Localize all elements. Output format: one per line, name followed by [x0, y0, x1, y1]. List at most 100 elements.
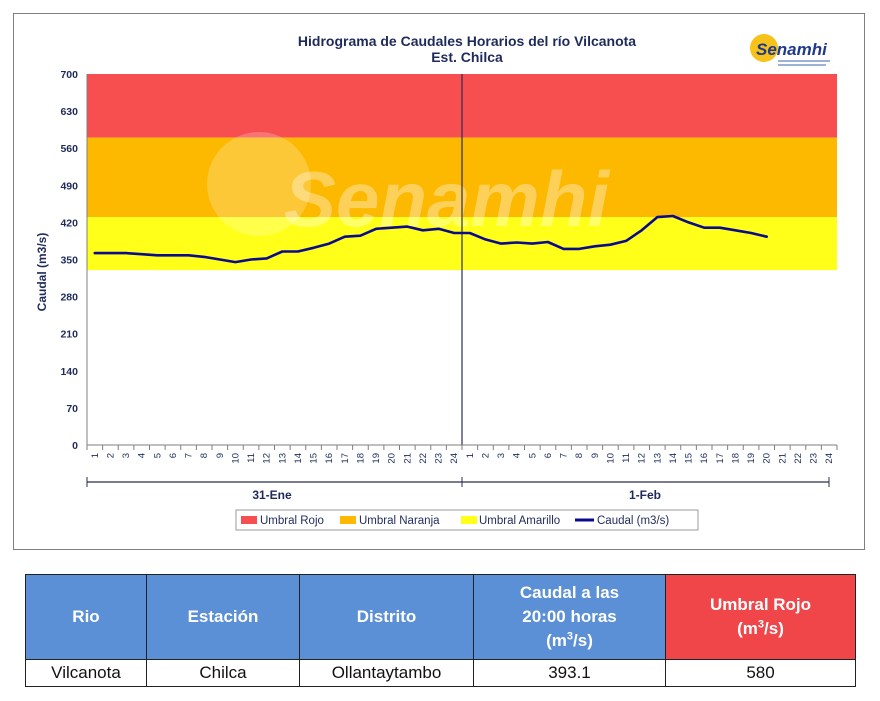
cell-distrito: Ollantaytambo	[299, 659, 474, 687]
axes	[86, 74, 838, 487]
x-tick-label: 6	[168, 453, 179, 458]
caudal-point	[125, 252, 127, 255]
x-tick-label: 2	[480, 453, 491, 458]
x-tick-label: 4	[512, 453, 523, 458]
x-tick-label: 24	[824, 453, 835, 464]
header-estacion: Estación	[146, 574, 300, 660]
senamhi-watermark: Senamhi	[207, 132, 610, 243]
caudal-point	[203, 255, 206, 258]
caudal-point	[468, 232, 471, 234]
x-tick-label: 15	[684, 453, 695, 464]
logo-tagline	[778, 60, 830, 62]
x-tick-label: 23	[434, 453, 445, 464]
x-tick-label: 11	[246, 453, 257, 463]
header-caudal-unit: (m	[546, 631, 567, 650]
x-tick-label: 12	[637, 453, 648, 464]
caudal-point	[390, 226, 393, 229]
chart-frame: Senamhi 0 70 140 210 280 350 420 490 560 630 700 1…	[13, 13, 865, 550]
caudal-point	[593, 245, 596, 248]
x-tick-label: 13	[277, 453, 288, 464]
header-umbral-rojo: Umbral Rojo (m3/s)	[665, 574, 856, 660]
legend-swatch-rojo	[241, 516, 257, 524]
header-umbral-unit: (m	[737, 619, 758, 638]
senamhi-logo: Senamhi	[750, 34, 830, 66]
legend-naranja: Umbral Naranja	[359, 515, 440, 527]
x-tick-label: 8	[574, 453, 585, 458]
caudal-point	[547, 241, 549, 243]
caudal-point	[375, 227, 377, 230]
x-tick-label: 23	[809, 453, 820, 464]
x-tick-label: 18	[730, 453, 741, 464]
x-tick-label: 19	[746, 453, 757, 464]
x-tick-label: 6	[543, 453, 554, 458]
x-tick-label: 10	[605, 453, 616, 464]
x-tick-label: 21	[777, 453, 788, 464]
caudal-point	[687, 221, 690, 224]
x-tick-label: 12	[262, 453, 273, 464]
caudal-point	[765, 235, 768, 238]
caudal-point	[312, 246, 315, 249]
legend-swatch-naranja	[340, 516, 356, 524]
header-umbral-sup: 3	[757, 618, 765, 631]
header-distrito: Distrito	[299, 574, 474, 660]
caudal-point	[156, 254, 159, 257]
y-tick-label: 70	[66, 403, 78, 415]
caudal-point	[640, 229, 643, 232]
header-caudal-unit-end: /s)	[573, 631, 593, 650]
x-tick-label: 16	[699, 453, 710, 464]
y-tick-label: 560	[60, 143, 78, 155]
x-tick-label: 8	[199, 453, 210, 458]
caudal-point	[422, 229, 424, 232]
caudal-point	[609, 243, 612, 246]
x-tick-label: 10	[230, 453, 241, 464]
x-tick-label: 24	[449, 453, 460, 464]
y-tick-label: 420	[60, 217, 78, 229]
caudal-point	[531, 242, 534, 245]
caudal-point	[672, 215, 674, 217]
caudal-point	[297, 250, 299, 253]
x-tick-label: 5	[527, 453, 538, 458]
logo-tagline-2	[778, 64, 826, 66]
table-header-row: Rio Estación Distrito Caudal a las 20:00…	[25, 574, 856, 660]
caudal-point	[750, 232, 752, 234]
x-tick-label: 9	[590, 453, 601, 458]
legend-swatch-amarillo	[461, 516, 477, 524]
caudal-point	[328, 242, 331, 245]
header-rio: Rio	[25, 574, 147, 660]
x-tick-label: 17	[340, 453, 351, 464]
caudal-point	[250, 258, 252, 261]
caudal-point	[265, 257, 268, 260]
header-caudal-line1: Caudal a las	[519, 583, 620, 602]
x-tick-label: 21	[402, 453, 413, 464]
caudal-point	[703, 226, 706, 229]
x-tick-label: 22	[793, 453, 804, 464]
y-tick-label: 700	[60, 69, 78, 81]
legend-caudal: Caudal (m3/s)	[597, 515, 669, 527]
x-tick-label: 17	[715, 453, 726, 464]
header-caudal-line2: 20:00 horas	[522, 607, 617, 626]
x-tick-label: 16	[324, 453, 335, 464]
x-tick-labels: 1 2 3 4 5 6 7 8 9 10 11 12 13 14 15 16 17 18 19 20 21 22 23 24 1…	[90, 453, 835, 464]
caudal-point	[656, 216, 659, 219]
x-tick-label: 5	[152, 453, 163, 458]
caudal-point	[172, 254, 174, 257]
x-tick-label: 14	[668, 453, 679, 464]
caudal-point	[234, 261, 237, 264]
caudal-point	[484, 238, 487, 241]
caudal-point	[718, 226, 721, 229]
caudal-line	[93, 214, 769, 264]
caudal-point	[500, 242, 502, 245]
chart-title: Hidrograma de Caudales Horarios del río …	[298, 33, 636, 49]
caudal-point	[515, 241, 518, 244]
cell-caudal: 393.1	[473, 659, 666, 687]
watermark-text: Senamhi	[284, 155, 610, 243]
caudal-point	[281, 250, 284, 253]
x-tick-label: 3	[121, 453, 132, 458]
header-umbral-line1: Umbral Rojo	[709, 595, 812, 614]
y-axis-label: Caudal (m3/s)	[35, 233, 49, 312]
y-tick-label: 630	[60, 106, 78, 118]
chart-subtitle: Est. Chilca	[431, 49, 503, 65]
x-tick-label: 4	[137, 453, 148, 458]
x-tick-label: 22	[418, 453, 429, 464]
